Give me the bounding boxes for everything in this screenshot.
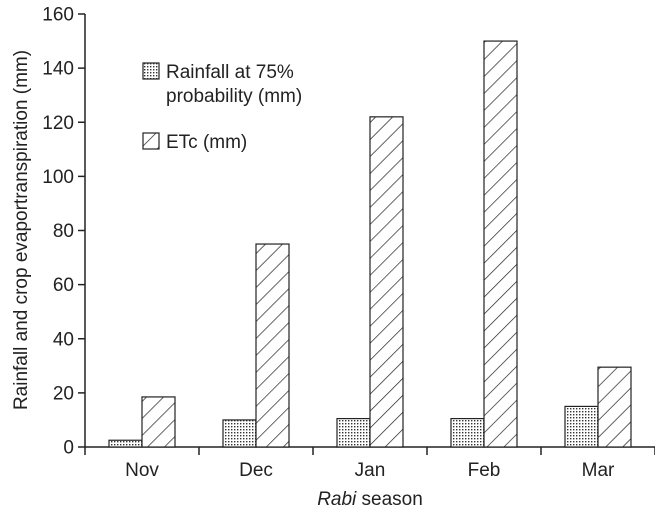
y-tick-label: 40 <box>53 329 74 350</box>
legend-entry-rainfall: Rainfall at 75% probability (mm) <box>142 62 302 107</box>
y-tick-label: 20 <box>53 383 74 404</box>
legend-swatch-hatch <box>142 132 160 150</box>
x-tick-label: Mar <box>582 460 615 481</box>
bar-rainfall-mar <box>564 405 599 448</box>
bar-rainfall-nov <box>108 439 143 448</box>
y-tick-label: 100 <box>42 167 74 188</box>
x-tick-label: Feb <box>468 460 501 481</box>
legend-label-etc: ETc (mm) <box>166 132 247 153</box>
y-tick-label: 80 <box>53 221 74 242</box>
x-ticks: Nov Dec Jan Feb Mar <box>84 447 655 481</box>
bar-rainfall-dec <box>222 419 257 448</box>
bar-rainfall-jan <box>336 417 371 448</box>
bar-etc-nov <box>141 396 176 448</box>
x-tick-label: Dec <box>239 460 273 481</box>
bar-etc-mar <box>597 366 632 448</box>
legend-entry-etc: ETc (mm) <box>142 132 247 153</box>
legend-label-rainfall-line1: Rainfall at 75% <box>166 62 294 83</box>
y-tick-label: 60 <box>53 275 74 296</box>
bar-etc-dec <box>255 243 290 448</box>
bar-etc-feb <box>483 40 518 448</box>
x-axis-title-rest: season <box>356 489 423 510</box>
y-tick-label: 160 <box>42 5 74 26</box>
y-tick-label: 0 <box>63 438 74 459</box>
bar-etc-jan <box>369 116 404 448</box>
legend-swatch-dots <box>142 62 160 80</box>
y-axis-title: Rainfall and crop evaportranspiration (m… <box>11 50 32 410</box>
bars <box>108 40 632 448</box>
y-ticks: 0 20 40 60 80 100 120 140 160 <box>42 5 85 459</box>
x-axis-title-italic: Rabi <box>317 489 357 510</box>
y-tick-label: 120 <box>42 113 74 134</box>
legend: Rainfall at 75% probability (mm) ETc (mm… <box>142 62 302 153</box>
x-tick-label: Nov <box>125 460 159 481</box>
x-tick-label: Jan <box>355 460 386 481</box>
legend-label-rainfall-line2: probability (mm) <box>166 86 302 107</box>
x-axis-title: Rabi season <box>317 489 423 510</box>
bar-rainfall-feb <box>450 417 485 448</box>
y-tick-label: 140 <box>42 59 74 80</box>
